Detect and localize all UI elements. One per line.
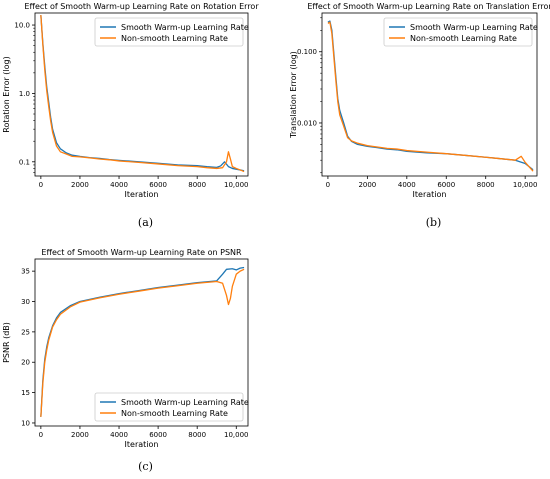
legend-label: Smooth Warm-up Learning Rate bbox=[121, 398, 249, 407]
series-line-nonsmooth bbox=[40, 268, 245, 417]
figure-caption: (a) bbox=[138, 216, 153, 229]
legend-box bbox=[383, 17, 533, 47]
y-tick-label: 15 bbox=[21, 389, 30, 397]
x-tick-label: 2000 bbox=[358, 181, 376, 189]
x-tick-label: 0 bbox=[326, 181, 330, 189]
y-tick-label: 0.1 bbox=[19, 158, 30, 166]
figure-caption: (b) bbox=[426, 216, 442, 229]
legend-label: Smooth Warm-up Learning Rate bbox=[410, 23, 538, 32]
x-tick-label: 6000 bbox=[149, 431, 167, 439]
y-tick-label: 35 bbox=[21, 268, 30, 276]
legend-box bbox=[94, 17, 244, 47]
plot-frame bbox=[321, 12, 538, 177]
plot-frame bbox=[34, 258, 249, 427]
series-line-nonsmooth bbox=[327, 21, 534, 172]
legend-label: Non-smooth Learning Rate bbox=[410, 34, 517, 43]
chart-1: Effect of Smooth Warm-up Learning Rate o… bbox=[2, 2, 259, 229]
series-line-nonsmooth bbox=[40, 15, 245, 173]
chart-3: Effect of Smooth Warm-up Learning Rate o… bbox=[2, 248, 249, 473]
legend-box bbox=[94, 392, 244, 422]
x-tick-label: 4000 bbox=[110, 431, 128, 439]
y-tick-label: 10 bbox=[21, 419, 30, 427]
x-axis-label: Iteration bbox=[413, 190, 447, 199]
y-axis-label: PSNR (dB) bbox=[2, 322, 11, 363]
y-tick-label: 0.010 bbox=[297, 119, 317, 127]
y-tick-label: 20 bbox=[21, 359, 30, 367]
x-tick-label: 6000 bbox=[149, 181, 167, 189]
x-tick-label: 2000 bbox=[71, 181, 89, 189]
x-tick-label: 10,000 bbox=[513, 181, 538, 189]
chart-title: Effect of Smooth Warm-up Learning Rate o… bbox=[307, 2, 550, 11]
legend-label: Smooth Warm-up Learning Rate bbox=[121, 23, 249, 32]
x-tick-label: 10,000 bbox=[224, 181, 249, 189]
legend-label: Non-smooth Learning Rate bbox=[121, 34, 228, 43]
x-tick-label: 4000 bbox=[110, 181, 128, 189]
x-tick-label: 10,000 bbox=[224, 431, 249, 439]
y-tick-label: 30 bbox=[21, 298, 30, 306]
x-tick-label: 8000 bbox=[477, 181, 495, 189]
y-axis-label: Rotation Error (log) bbox=[2, 56, 11, 132]
y-axis-label: Translation Error (log) bbox=[289, 51, 298, 139]
y-tick-label: 1.0 bbox=[19, 90, 30, 98]
x-tick-label: 6000 bbox=[437, 181, 455, 189]
legend-label: Non-smooth Learning Rate bbox=[121, 409, 228, 418]
chart-title: Effect of Smooth Warm-up Learning Rate o… bbox=[41, 248, 242, 257]
y-tick-label: 0.100 bbox=[297, 48, 317, 56]
x-tick-label: 4000 bbox=[398, 181, 416, 189]
x-tick-label: 0 bbox=[39, 431, 43, 439]
chart-title: Effect of Smooth Warm-up Learning Rate o… bbox=[24, 2, 259, 11]
figure-caption: (c) bbox=[138, 460, 153, 473]
chart-2: Effect of Smooth Warm-up Learning Rate o… bbox=[289, 2, 550, 229]
y-tick-label: 25 bbox=[21, 328, 30, 336]
x-tick-label: 0 bbox=[39, 181, 43, 189]
x-tick-label: 8000 bbox=[188, 181, 206, 189]
y-tick-label: 10.0 bbox=[14, 22, 30, 30]
x-axis-label: Iteration bbox=[125, 190, 159, 199]
x-axis-label: Iteration bbox=[125, 440, 159, 449]
x-tick-label: 8000 bbox=[188, 431, 206, 439]
plot-frame bbox=[34, 12, 249, 177]
x-tick-label: 2000 bbox=[71, 431, 89, 439]
